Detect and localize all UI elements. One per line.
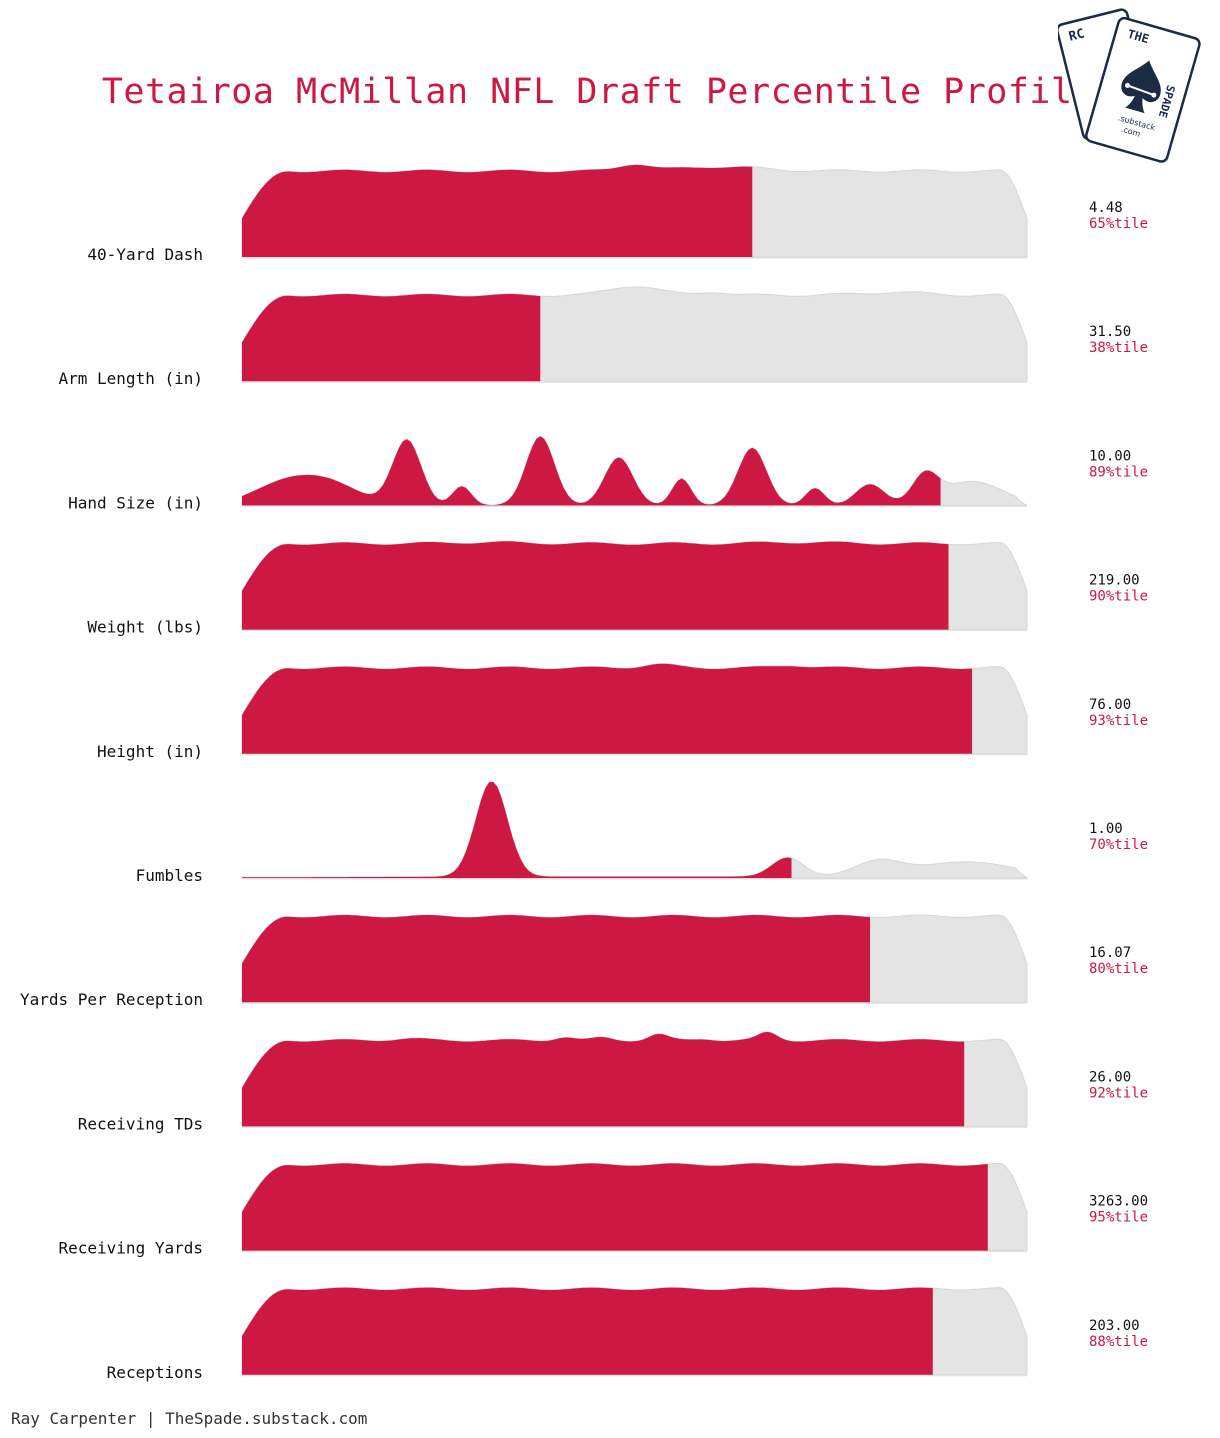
metric-label: Height (in)	[97, 742, 203, 761]
metric-percentile: 89%tile	[1089, 464, 1148, 480]
metric-value: 203.00	[1089, 1318, 1140, 1334]
the-spade-logo: RC THE SPADE .substack .com	[1058, 8, 1201, 163]
metric-label: Receiving TDs	[78, 1114, 203, 1133]
metric-percentile: 92%tile	[1089, 1085, 1148, 1101]
metric-label: Receiving Yards	[59, 1239, 204, 1258]
ridge-percentile-fill	[242, 1163, 988, 1251]
ridge-percentile-fill	[242, 1031, 965, 1127]
metric-label: 40-Yard Dash	[87, 245, 203, 264]
ridge-percentile-fill	[242, 782, 792, 878]
metric-label: Hand Size (in)	[68, 493, 203, 512]
ridge-percentile-fill	[242, 915, 870, 1003]
metric-label: Weight (lbs)	[87, 618, 203, 637]
metric-percentile: 80%tile	[1089, 961, 1148, 977]
front-card: THE SPADE .substack .com	[1085, 16, 1201, 163]
ridge-percentile-fill	[242, 436, 941, 506]
metric-value: 31.50	[1089, 324, 1131, 340]
ridge-percentile-fill	[242, 294, 541, 382]
chart-title: Tetairoa McMillan NFL Draft Percentile P…	[101, 72, 1095, 112]
metric-percentile: 88%tile	[1089, 1334, 1148, 1350]
ridge-percentile-fill	[242, 164, 753, 257]
ridge-percentile-fill	[242, 541, 949, 630]
metric-percentile: 38%tile	[1089, 340, 1148, 356]
metric-value: 1.00	[1089, 821, 1123, 837]
metric-percentile: 95%tile	[1089, 1210, 1148, 1226]
metric-value: 4.48	[1089, 200, 1123, 216]
ridge-percentile-fill	[242, 663, 973, 754]
footer-credit: Ray Carpenter | TheSpade.substack.com	[11, 1409, 368, 1428]
metric-label: Yards Per Reception	[20, 990, 203, 1009]
ridge-percentile-fill	[242, 1287, 933, 1375]
metric-value: 16.07	[1089, 945, 1131, 961]
metric-label: Arm Length (in)	[59, 369, 204, 388]
metric-percentile: 90%tile	[1089, 589, 1148, 605]
metric-value: 3263.00	[1089, 1194, 1148, 1210]
metric-percentile: 93%tile	[1089, 713, 1148, 729]
metric-label: Fumbles	[136, 866, 203, 885]
ridge-background	[241, 781, 1029, 879]
metric-value: 26.00	[1089, 1069, 1131, 1085]
front-card-top-text: THE	[1126, 27, 1151, 46]
metric-percentile: 65%tile	[1089, 216, 1148, 232]
metric-value: 76.00	[1089, 697, 1131, 713]
metric-label: Receptions	[107, 1363, 203, 1382]
spade-icon	[1121, 60, 1161, 114]
back-card-letter-r: RC	[1067, 26, 1086, 44]
metric-percentile: 70%tile	[1089, 837, 1148, 853]
metric-value: 10.00	[1089, 448, 1131, 464]
metric-value: 219.00	[1089, 573, 1140, 589]
